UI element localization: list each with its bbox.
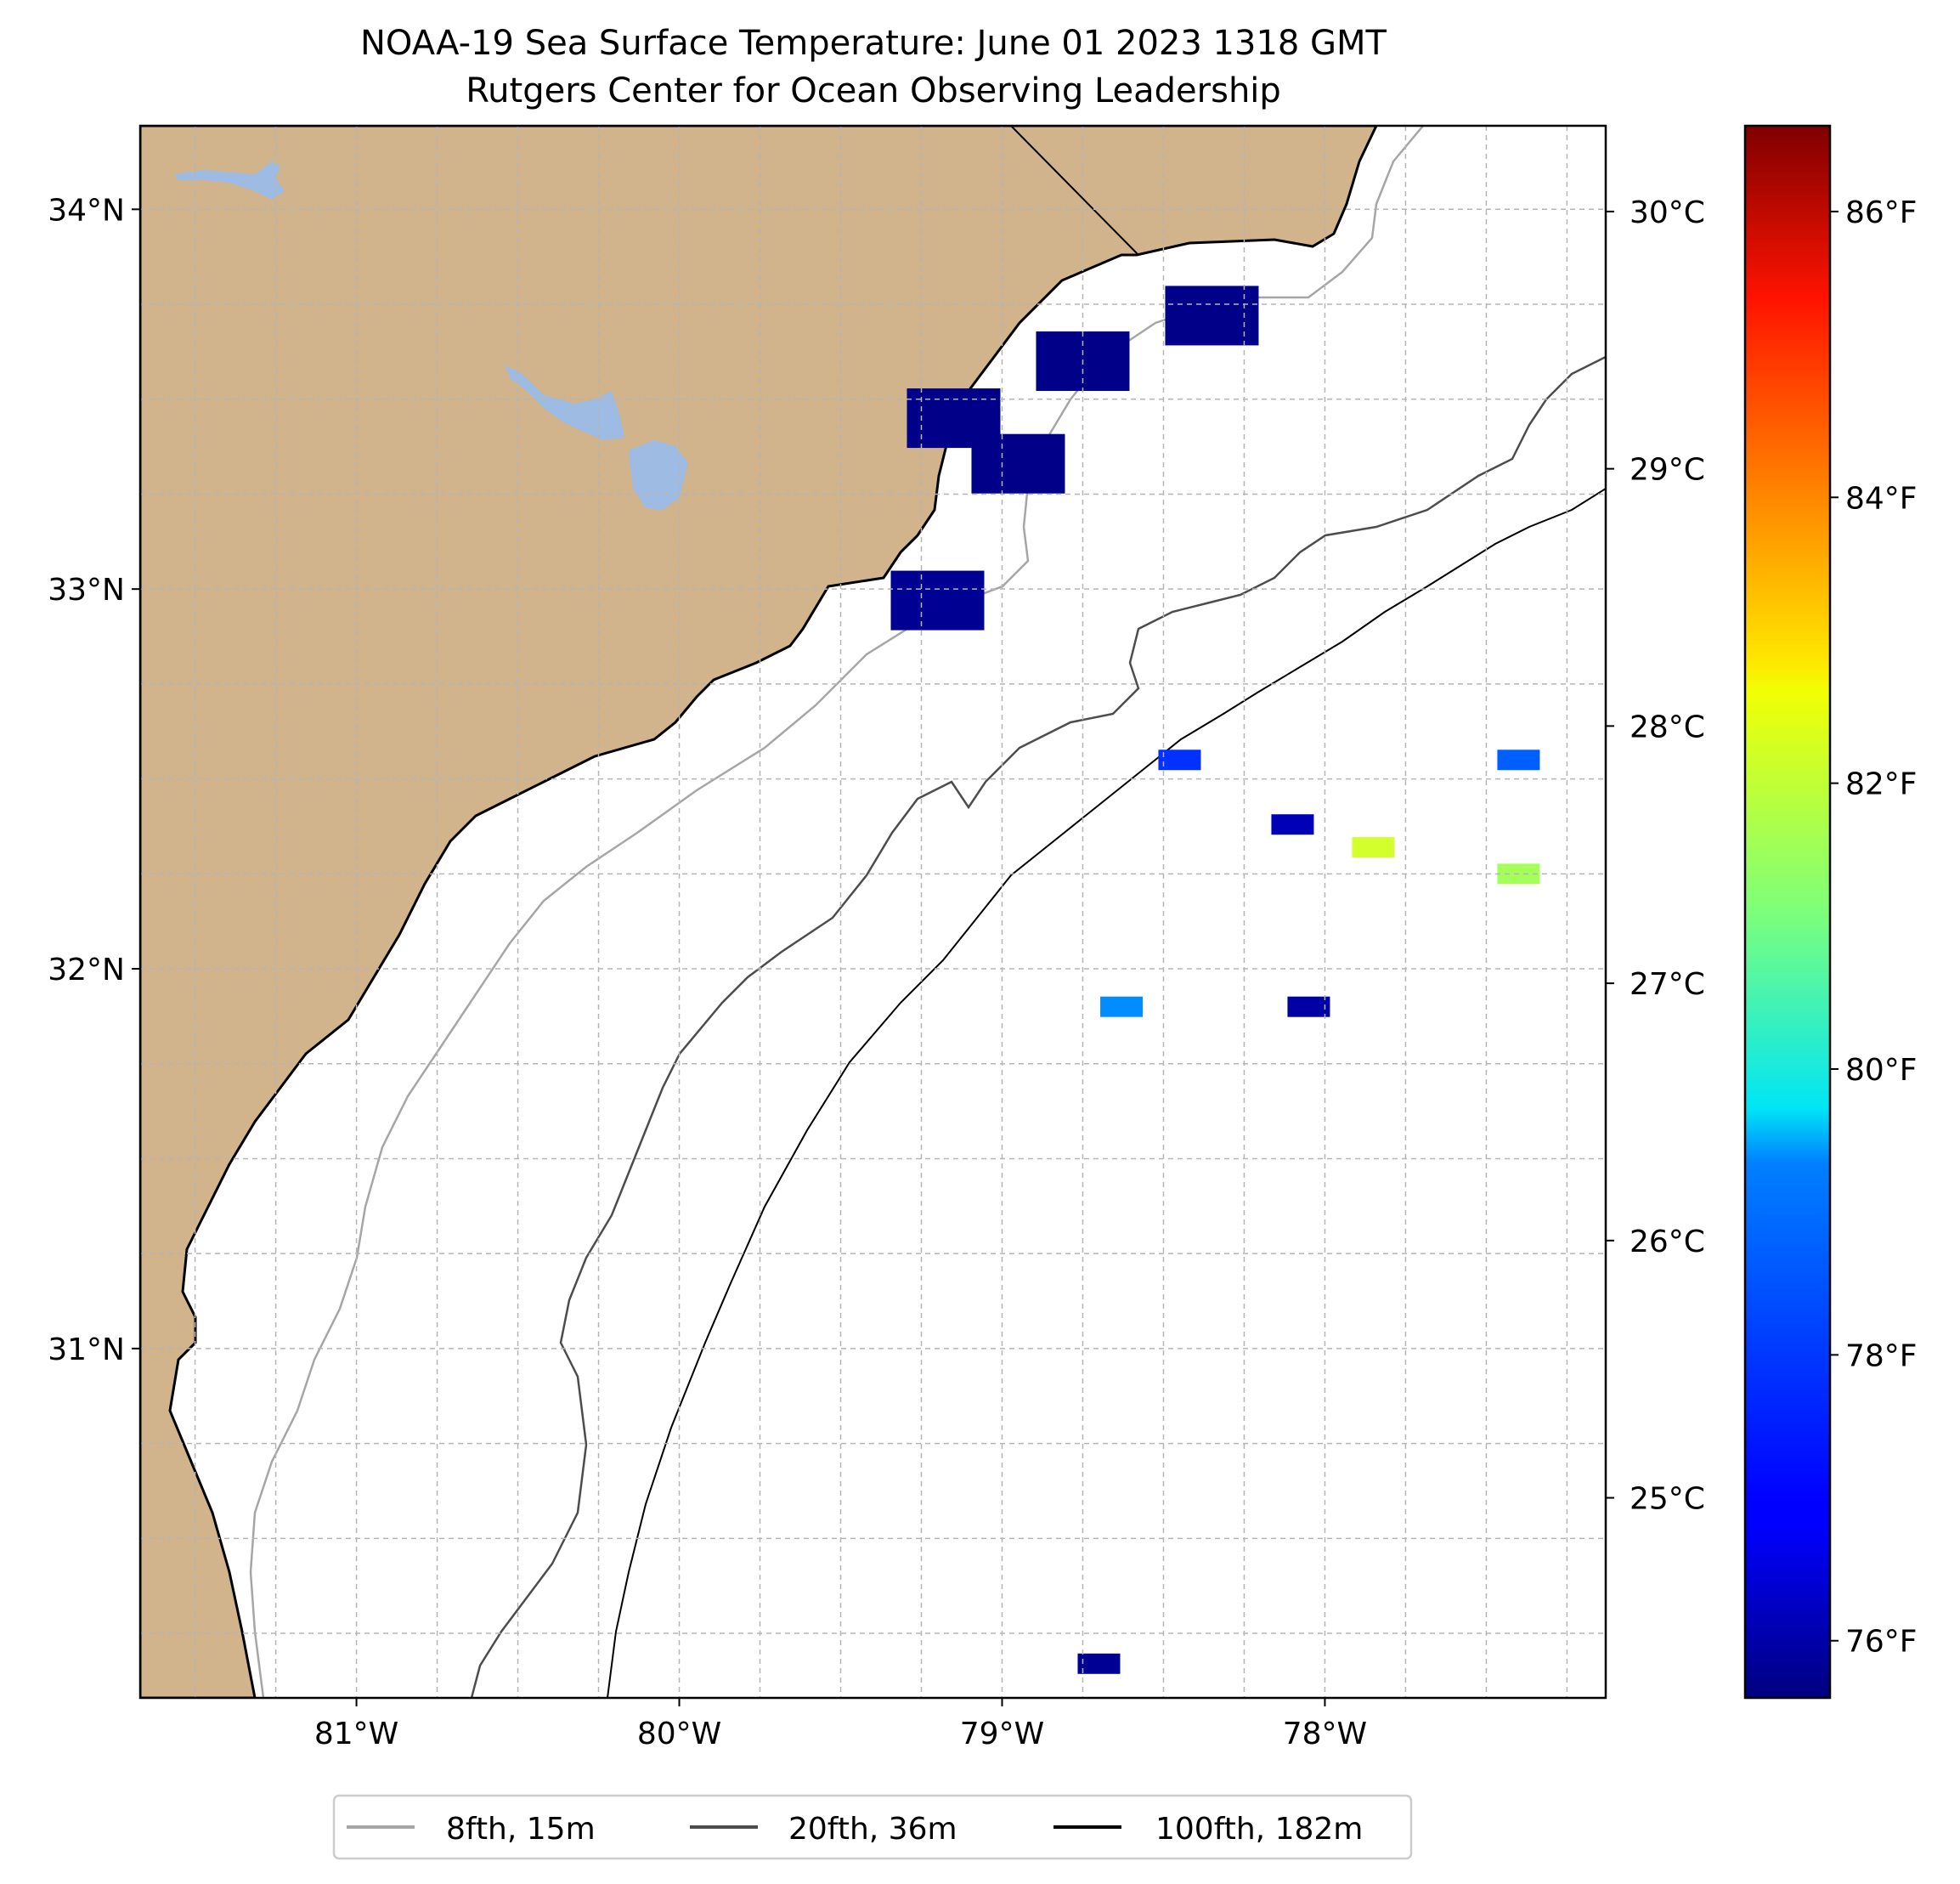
legend-box <box>332 1794 1413 1860</box>
colorbar-f-label: 78°F <box>1845 1338 1918 1373</box>
sst-patch <box>1497 750 1540 771</box>
legend-label-8fth: 8fth, 15m <box>446 1812 596 1847</box>
lon-tick-label: 81°W <box>314 1717 398 1751</box>
lon-tick-label: 79°W <box>960 1717 1044 1751</box>
sst-patch <box>1271 814 1314 835</box>
map-panel <box>140 126 1606 1698</box>
colorbar-c-label: 27°C <box>1630 967 1705 1002</box>
lake-1 <box>174 161 285 200</box>
colorbar-f-label: 76°F <box>1845 1625 1918 1660</box>
lake-3 <box>629 440 688 510</box>
land-area <box>140 126 1378 1698</box>
colorbar-f-label: 82°F <box>1845 767 1918 802</box>
lat-tick-label: 32°N <box>48 953 125 987</box>
contour-legend: 8fth, 15m 20fth, 36m 100fth, 182m <box>332 1794 1413 1860</box>
colorbar-f-label: 86°F <box>1845 195 1918 230</box>
lat-tick-label: 34°N <box>48 193 125 228</box>
sst-patch <box>1158 750 1201 771</box>
colorbar-bar <box>1743 124 1832 1700</box>
colorbar-fahrenheit-labels: 86°F 84°F 82°F 80°F 78°F 76°F <box>1830 195 1918 1660</box>
state-border <box>1010 126 1139 256</box>
lat-tick-label: 31°N <box>48 1332 125 1367</box>
sst-patch <box>1352 837 1395 858</box>
colorbar-c-label: 26°C <box>1630 1225 1705 1259</box>
colorbar-c-label: 29°C <box>1630 453 1705 488</box>
lake-2 <box>506 365 624 440</box>
contour-20fth <box>470 355 1606 1698</box>
colorbar-c-label: 28°C <box>1630 710 1705 744</box>
map-title-line2: Rutgers Center for Ocean Observing Leade… <box>466 71 1281 110</box>
map-title-line1: NOAA-19 Sea Surface Temperature: June 01… <box>360 24 1387 63</box>
colorbar-c-label: 25°C <box>1630 1482 1705 1517</box>
colorbar-f-label: 80°F <box>1845 1053 1918 1088</box>
lat-tick-labels: 34°N 33°N 32°N 31°N <box>48 193 140 1367</box>
sst-patch <box>971 433 1065 494</box>
graticule <box>140 126 1606 1698</box>
sst-patch <box>1165 286 1259 346</box>
sst-patch <box>1077 1653 1121 1674</box>
legend-label-100fth: 100fth, 182m <box>1155 1812 1363 1847</box>
sst-patch <box>1100 996 1144 1017</box>
legend-label-20fth: 20fth, 36m <box>788 1812 957 1847</box>
colorbar-celsius-labels: 30°C 29°C 28°C 27°C 26°C 25°C <box>1606 195 1705 1517</box>
lon-tick-label: 78°W <box>1283 1717 1367 1751</box>
sst-patch <box>1287 996 1330 1017</box>
sst-patch <box>890 570 985 631</box>
lon-tick-labels: 81°W 80°W 79°W 78°W <box>314 1698 1367 1751</box>
contour-100fth <box>607 488 1606 1698</box>
colorbar-c-label: 30°C <box>1630 195 1705 230</box>
colorbar-f-label: 84°F <box>1845 481 1918 516</box>
colorbar: 30°C 29°C 28°C 27°C 26°C 25°C 86°F 84°F 82°F 80°… <box>1606 124 1918 1700</box>
lon-tick-label: 80°W <box>637 1717 721 1751</box>
map-frame <box>138 124 1607 1700</box>
lat-tick-label: 33°N <box>48 573 125 608</box>
